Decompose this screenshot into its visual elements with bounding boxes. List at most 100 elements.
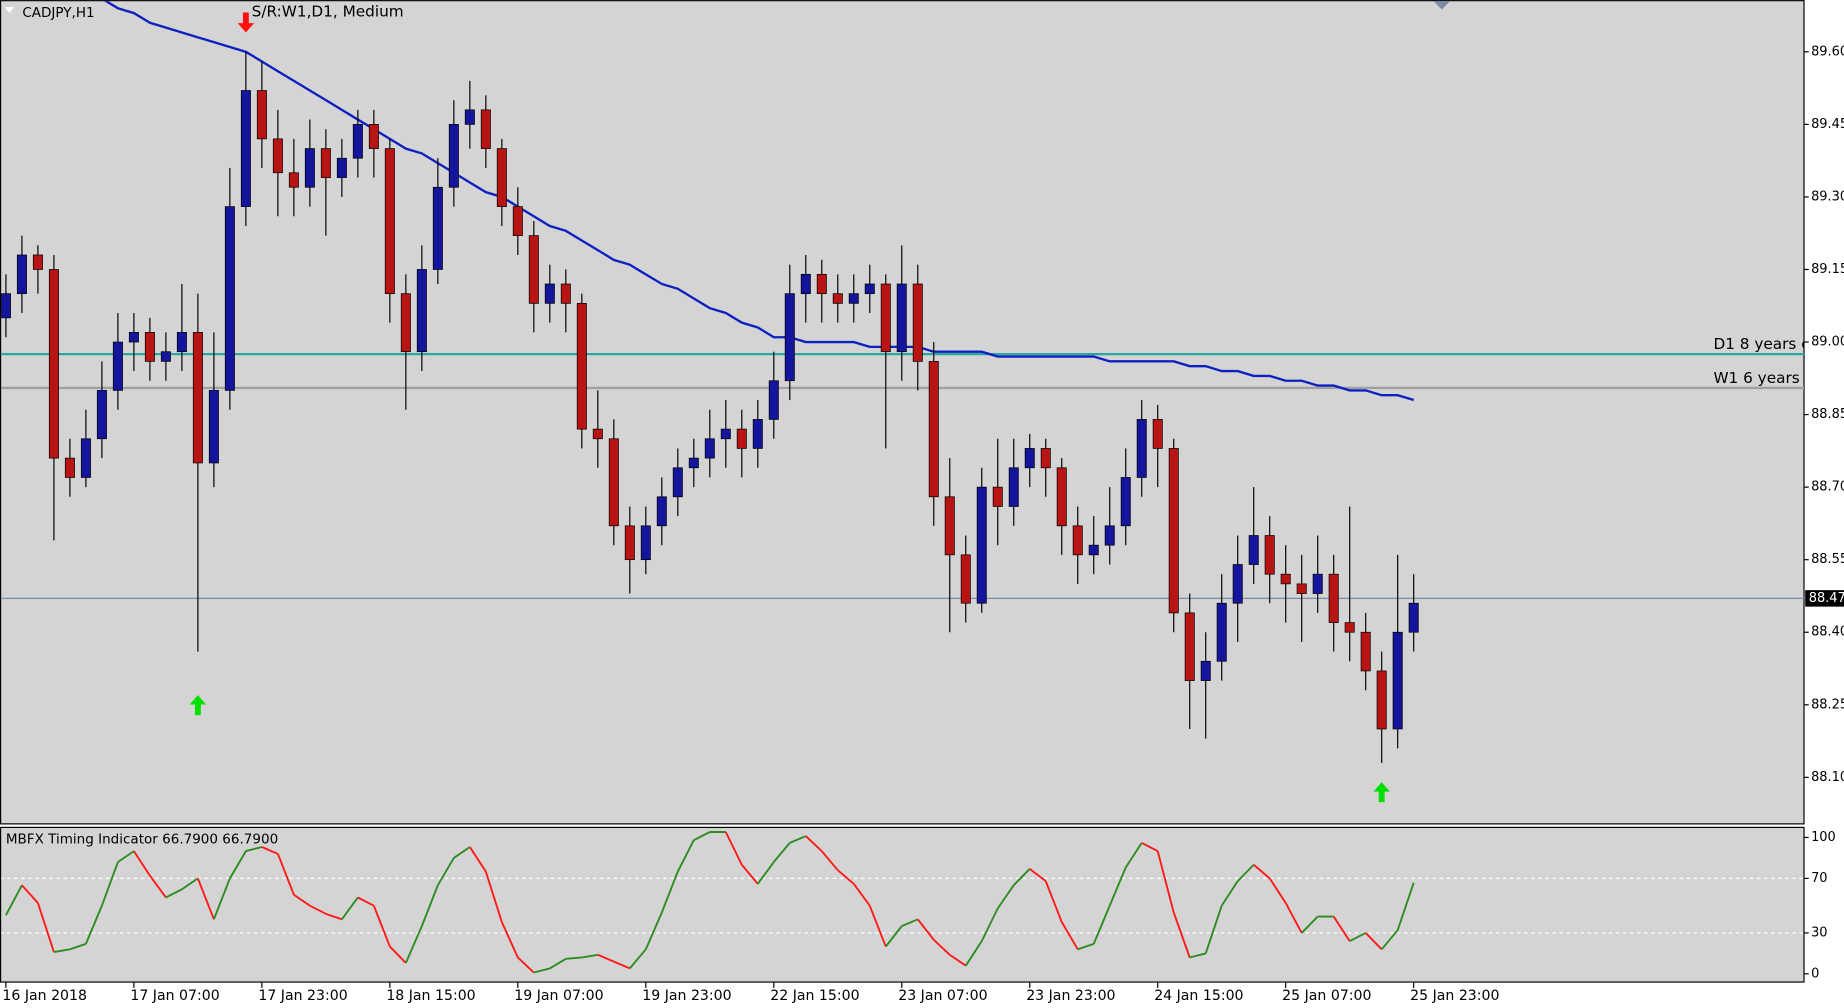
y-tick-label: 30 bbox=[1811, 925, 1827, 940]
x-tick-label: 19 Jan 23:00 bbox=[642, 988, 731, 1004]
y-tick-label: 89.45 bbox=[1811, 117, 1844, 132]
candle-body bbox=[960, 554, 971, 604]
candle-body bbox=[1408, 602, 1419, 633]
candle-body bbox=[624, 525, 635, 561]
candle-body bbox=[192, 332, 203, 464]
candle-body bbox=[112, 341, 123, 391]
candle-body bbox=[896, 283, 907, 353]
candle-body bbox=[96, 390, 107, 440]
indicator-segment bbox=[917, 918, 935, 941]
candle-body bbox=[992, 486, 1003, 507]
candle-body bbox=[416, 269, 427, 353]
candle-body bbox=[208, 390, 219, 464]
indicator-panel bbox=[0, 826, 1805, 983]
main-plot: D1 8 years o W1 6 years o bbox=[1, 1, 1813, 803]
symbol-title: CADJPY,H1 bbox=[22, 5, 94, 21]
candle-body bbox=[128, 332, 139, 343]
candle-body bbox=[1312, 573, 1323, 594]
indicator-segment bbox=[1301, 915, 1319, 934]
candle-body bbox=[1008, 467, 1019, 507]
indicator-segment bbox=[357, 896, 375, 907]
candle-body bbox=[1216, 602, 1227, 662]
candle-body bbox=[1040, 448, 1051, 469]
sr-level-label: W1 6 years o bbox=[1713, 369, 1813, 387]
x-tick-label: 24 Jan 15:00 bbox=[1154, 988, 1243, 1004]
candle-body bbox=[448, 124, 459, 188]
shift-marker bbox=[1433, 1, 1451, 10]
sr-subtitle: S/R:W1,D1, Medium bbox=[252, 2, 404, 20]
candle-body bbox=[464, 109, 475, 125]
candle-body bbox=[1232, 564, 1243, 604]
indicator-segment bbox=[1204, 905, 1223, 954]
indicator-segment bbox=[933, 939, 951, 956]
indicator-segment bbox=[21, 884, 39, 904]
indicator-segment bbox=[660, 871, 679, 913]
y-tick-label: 70 bbox=[1811, 871, 1827, 886]
y-tick-label: 89.15 bbox=[1811, 262, 1844, 277]
candle-body bbox=[1056, 467, 1067, 527]
indicator-segment bbox=[5, 884, 23, 916]
indicator-segment bbox=[1077, 942, 1095, 951]
candle-body bbox=[336, 157, 347, 178]
indicator-segment bbox=[341, 896, 359, 920]
indicator-segment bbox=[676, 839, 695, 872]
candle-body bbox=[320, 148, 331, 178]
indicator-segment bbox=[1365, 932, 1383, 950]
indicator-segment bbox=[517, 956, 535, 974]
candle-body bbox=[1344, 622, 1355, 633]
indicator-segment bbox=[868, 905, 887, 947]
candle-body bbox=[400, 293, 411, 353]
indicator-segment bbox=[1172, 912, 1191, 958]
candle-body bbox=[32, 254, 43, 270]
indicator-segment bbox=[293, 893, 311, 907]
x-tick-label: 23 Jan 07:00 bbox=[898, 988, 987, 1004]
candle-body bbox=[736, 428, 747, 449]
candle-body bbox=[224, 206, 235, 391]
candle-body bbox=[176, 332, 187, 353]
signal-arrow bbox=[237, 12, 255, 33]
indicator-segment bbox=[53, 948, 71, 953]
indicator-segment bbox=[1220, 880, 1239, 907]
candle-body bbox=[368, 124, 379, 149]
indicator-segment bbox=[644, 912, 663, 950]
candle-body bbox=[1360, 631, 1371, 672]
indicator-segment bbox=[901, 918, 919, 927]
candle-body bbox=[576, 302, 587, 430]
candle-body bbox=[592, 428, 603, 440]
indicator-plot bbox=[1, 831, 1805, 974]
indicator-segment bbox=[724, 831, 743, 866]
indicator-segment bbox=[533, 967, 551, 974]
indicator-segment bbox=[629, 948, 647, 970]
menu-triangle[interactable] bbox=[4, 7, 15, 14]
indicator-segment bbox=[500, 921, 519, 958]
indicator-segment bbox=[821, 850, 839, 871]
y-tick-label: 88.40 bbox=[1811, 625, 1844, 640]
indicator-segment bbox=[389, 945, 407, 964]
indicator-segment bbox=[853, 883, 871, 907]
candle-body bbox=[1104, 525, 1115, 546]
indicator-segment bbox=[1060, 921, 1079, 950]
candle-body bbox=[608, 438, 619, 527]
indicator-title: MBFX Timing Indicator 66.7900 66.7900 bbox=[6, 832, 278, 848]
indicator-segment bbox=[597, 953, 615, 963]
candle-body bbox=[1328, 573, 1339, 623]
candle-body bbox=[1168, 448, 1179, 614]
candle-body bbox=[688, 457, 699, 469]
x-tick-label: 17 Jan 07:00 bbox=[130, 988, 219, 1004]
candle-body bbox=[784, 293, 795, 382]
candle-body bbox=[864, 283, 875, 295]
candle-body bbox=[16, 254, 27, 295]
candle-body bbox=[1136, 419, 1147, 478]
indicator-segment bbox=[1044, 880, 1063, 923]
candle-body bbox=[560, 283, 571, 304]
y-tick-label: 88.55 bbox=[1811, 552, 1844, 567]
candle-body bbox=[720, 428, 731, 440]
candle-body bbox=[352, 124, 363, 159]
candle-body bbox=[928, 361, 939, 498]
y-tick-label: 89.30 bbox=[1811, 189, 1844, 204]
indicator-segment bbox=[837, 869, 855, 885]
candle-body bbox=[1264, 535, 1275, 575]
candle-body bbox=[656, 496, 667, 527]
candle-body bbox=[1280, 573, 1291, 585]
candle-body bbox=[832, 293, 843, 304]
